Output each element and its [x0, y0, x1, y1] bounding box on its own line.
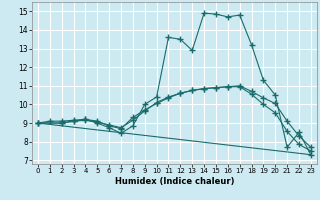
X-axis label: Humidex (Indice chaleur): Humidex (Indice chaleur)	[115, 177, 234, 186]
